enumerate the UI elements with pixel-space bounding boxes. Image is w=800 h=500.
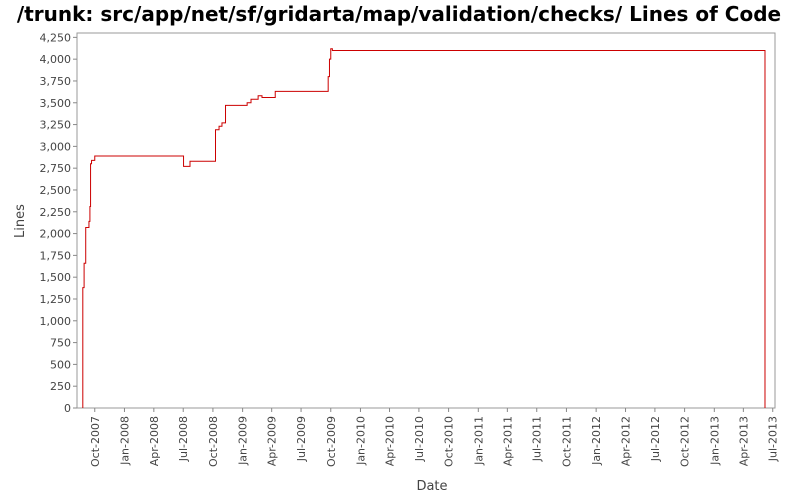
y-tick-label: 1,500 (40, 271, 72, 284)
series-layer (82, 48, 766, 408)
y-tick-label: 0 (64, 402, 71, 415)
x-tick-label: Oct-2012 (679, 416, 692, 467)
y-tick-label: 1,000 (40, 315, 72, 328)
x-tick-label: Apr-2013 (737, 416, 750, 466)
x-tick-label: Jul-2012 (649, 416, 662, 462)
x-tick-label: Jan-2010 (354, 416, 367, 466)
x-tick-label: Apr-2012 (620, 416, 633, 466)
x-tick-label: Jul-2009 (295, 416, 308, 462)
series-line (82, 48, 766, 408)
y-tick-label: 2,250 (40, 206, 72, 219)
x-tick-label: Jan-2009 (237, 416, 250, 466)
y-tick-label: 500 (50, 358, 71, 371)
x-tick-label: Apr-2009 (266, 416, 279, 466)
x-tick-label: Apr-2011 (501, 416, 514, 466)
chart-title: /trunk: src/app/net/sf/gridarta/map/vali… (17, 2, 781, 26)
y-tick-label: 1,250 (40, 293, 72, 306)
y-tick-label: 750 (50, 337, 71, 350)
y-tick-label: 4,000 (40, 53, 72, 66)
x-tick-label: Oct-2011 (560, 416, 573, 467)
y-tick-label: 2,000 (40, 228, 72, 241)
y-tick-label: 3,250 (40, 119, 72, 132)
y-axis-label: Lines (13, 204, 28, 238)
y-tick-label: 3,500 (40, 97, 72, 110)
x-tick-label: Apr-2010 (384, 416, 397, 466)
x-tick-label: Jan-2013 (708, 416, 721, 466)
x-tick-label: Oct-2009 (325, 416, 338, 467)
x-tick-label: Jul-2013 (767, 416, 780, 462)
x-tick-label: Oct-2007 (89, 416, 102, 467)
x-tick-label: Jul-2011 (531, 416, 544, 462)
x-tick-label: Jan-2011 (472, 416, 485, 466)
y-tick-label: 3,750 (40, 75, 72, 88)
x-axis: Oct-2007 Jan-2008 Apr-2008 Jul-2008 Oct-2008… (89, 408, 780, 467)
x-tick-label: Jul-2008 (177, 416, 190, 462)
x-tick-label: Jul-2010 (413, 416, 426, 462)
y-tick-label: 1,750 (40, 249, 72, 262)
y-tick-label: 3,000 (40, 140, 72, 153)
x-tick-label: Oct-2008 (207, 416, 220, 467)
x-tick-label: Apr-2008 (148, 416, 161, 466)
y-tick-label: 250 (50, 380, 71, 393)
y-tick-label: 2,750 (40, 162, 72, 175)
y-tick-label: 4,250 (40, 31, 72, 44)
y-tick-label: 2,500 (40, 184, 72, 197)
x-tick-label: Jan-2012 (590, 416, 603, 466)
x-tick-label: Jan-2008 (118, 416, 131, 466)
plot-area (76, 32, 776, 409)
x-axis-label: Date (416, 479, 447, 494)
x-tick-label: Oct-2010 (443, 416, 456, 467)
y-axis: 0 250 500 750 1,000 1,250 1,500 1,750 2,000 2,250… (40, 31, 77, 415)
